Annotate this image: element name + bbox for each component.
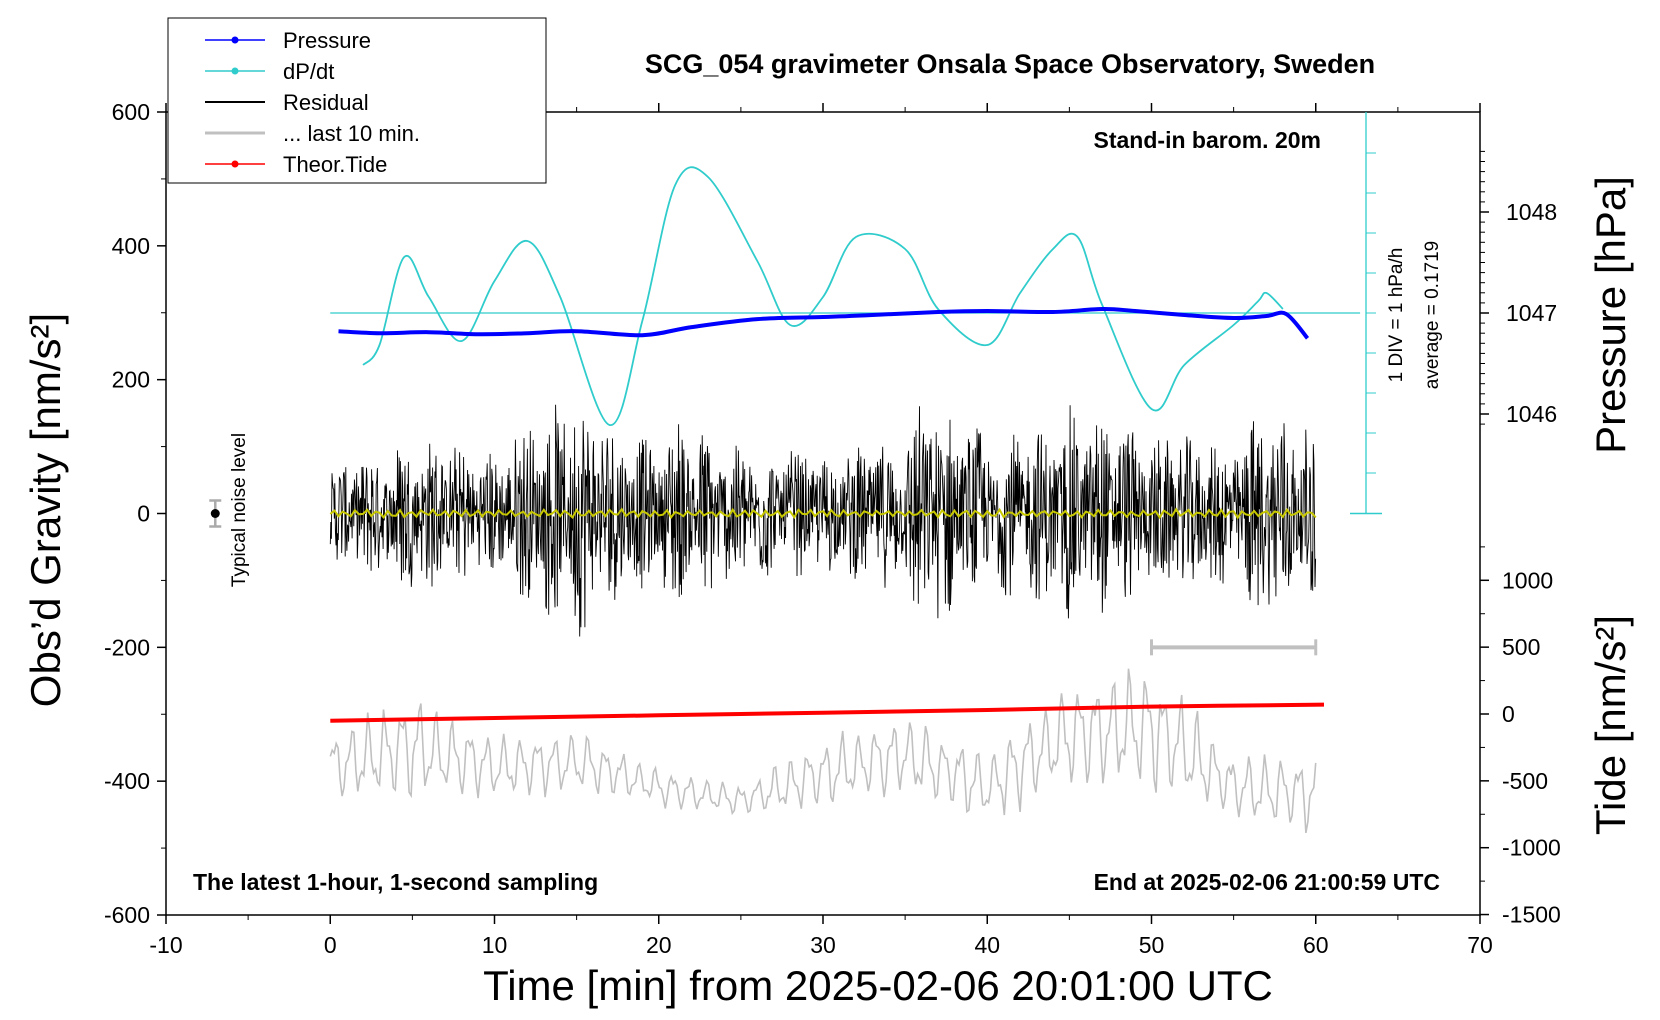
dpdt-average-note: average = 0.1719 — [1422, 241, 1443, 389]
y-tick-label: 200 — [112, 367, 150, 393]
pressure-tick-label: 1047 — [1506, 300, 1557, 326]
y-tick-label: 400 — [112, 233, 150, 259]
x-tick-label: 30 — [810, 932, 836, 958]
x-axis-title: Time [min] from 2025-02-06 20:01:00 UTC — [483, 962, 1273, 1009]
y-tick-label: -600 — [104, 902, 150, 928]
tide-tick-label: 1000 — [1502, 567, 1553, 593]
sampling-note: The latest 1-hour, 1-second sampling — [193, 869, 598, 895]
last10-line — [329, 668, 1317, 834]
legend-label-residual: Residual — [283, 90, 369, 115]
tide-tick-label: 500 — [1502, 634, 1540, 660]
residual-line — [329, 404, 1317, 637]
dpdt-scale-note: 1 DIV = 1 hPa/h — [1386, 248, 1407, 383]
legend-marker-pressure — [231, 36, 239, 44]
y-axis-title-pressure: Pressure [hPa] — [1587, 176, 1634, 454]
x-tick-label: 70 — [1467, 932, 1493, 958]
x-tick-label: 0 — [324, 932, 337, 958]
y-axis-title-left: Obs’d Gravity [nm/s²] — [22, 313, 69, 707]
x-tick-label: -10 — [149, 932, 182, 958]
y-tick-label: -400 — [104, 768, 150, 794]
legend-marker-dpdt — [231, 67, 239, 75]
pressure-tick-label: 1048 — [1506, 199, 1557, 225]
end-time-note: End at 2025-02-06 21:00:59 UTC — [1094, 869, 1440, 895]
legend-label-last10: ... last 10 min. — [283, 121, 420, 146]
x-tick-label: 60 — [1303, 932, 1329, 958]
y-axis-title-tide: Tide [nm/s²] — [1587, 615, 1634, 835]
x-tick-label: 20 — [646, 932, 672, 958]
y-tick-label: 0 — [137, 501, 150, 527]
tide-tick-label: -1500 — [1502, 902, 1561, 928]
pressure-tick-label: 1046 — [1506, 401, 1557, 427]
noise-level-note: Typical noise level — [229, 433, 250, 587]
x-tick-label: 50 — [1139, 932, 1165, 958]
x-tick-label: 10 — [482, 932, 508, 958]
legend-marker-tide — [231, 160, 239, 168]
legend-label-tide: Theor.Tide — [283, 152, 387, 177]
noise-marker — [210, 509, 220, 518]
tide-tick-label: -500 — [1502, 768, 1548, 794]
y-tick-label: 600 — [112, 99, 150, 125]
tide-tick-label: -1000 — [1502, 835, 1561, 861]
legend-label-dpdt: dP/dt — [283, 59, 334, 84]
tide-tick-label: 0 — [1502, 701, 1515, 727]
legend: Pressure dP/dt Residual ... last 10 min.… — [167, 17, 547, 184]
theor-tide-line — [330, 702, 1325, 723]
pressure-line — [338, 306, 1310, 340]
x-tick-label: 40 — [974, 932, 1000, 958]
y-tick-label: -200 — [104, 634, 150, 660]
dpdt-line — [362, 166, 1284, 426]
legend-label-pressure: Pressure — [283, 28, 371, 53]
residual-smoothed-line — [329, 507, 1317, 520]
chart-title: SCG_054 gravimeter Onsala Space Observat… — [645, 49, 1375, 79]
barometer-note: Stand-in barom. 20m — [1094, 127, 1321, 153]
legend-box — [167, 17, 547, 184]
